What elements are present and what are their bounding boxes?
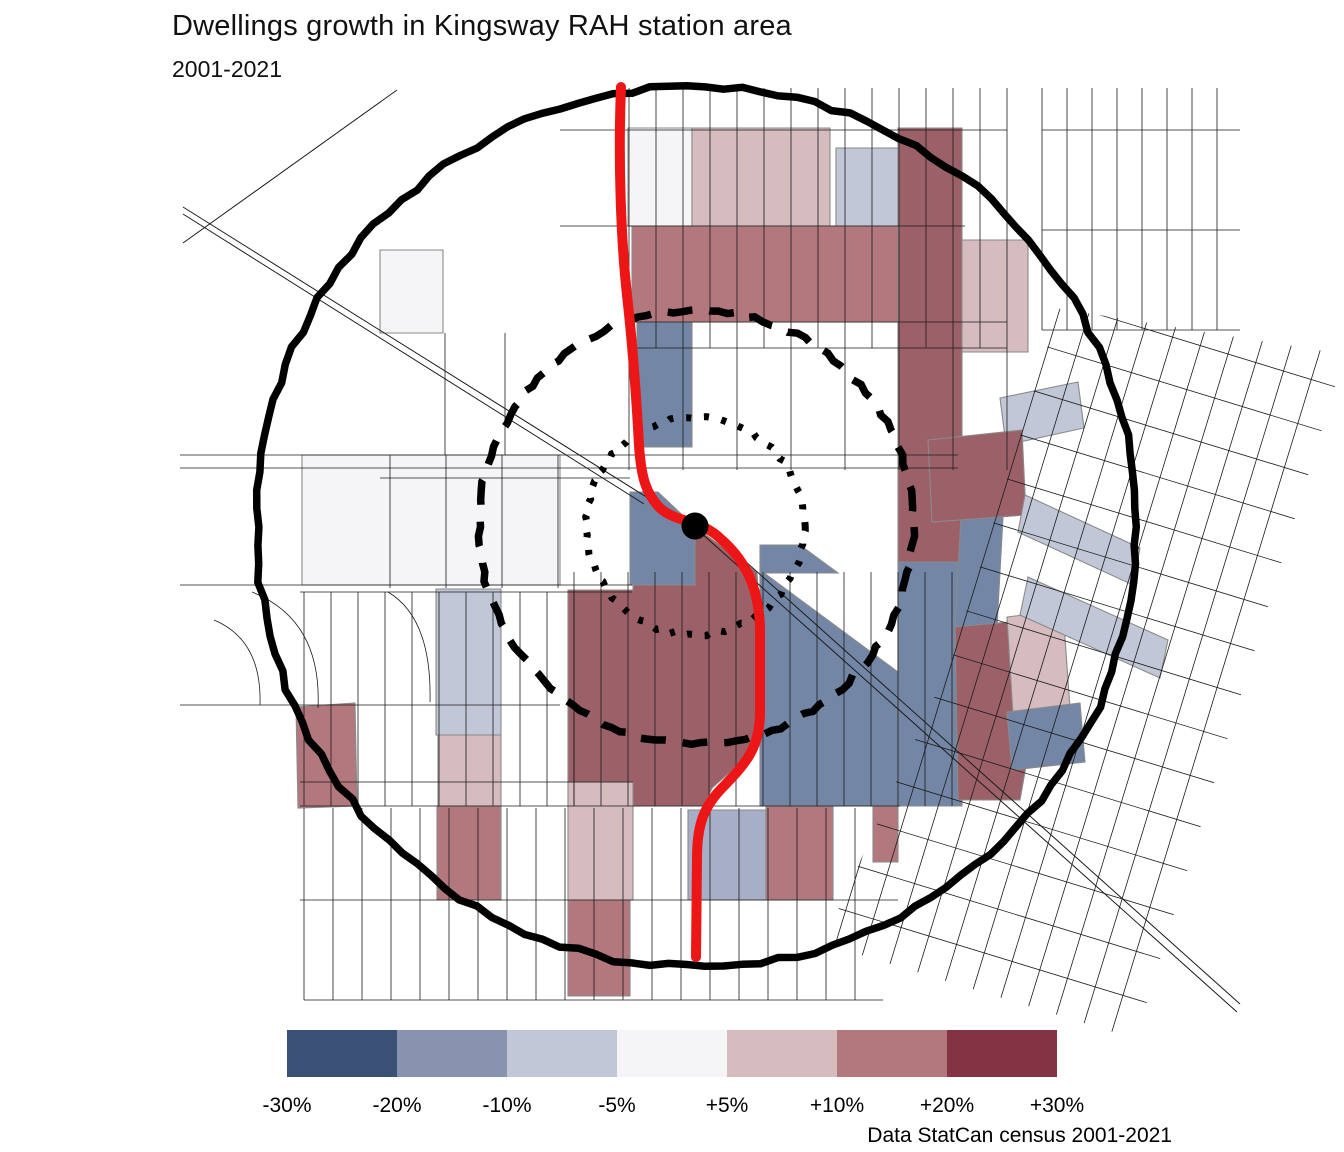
census-tract xyxy=(437,734,502,807)
census-tract xyxy=(1017,494,1141,586)
legend-swatch-bin4 xyxy=(617,1030,727,1077)
census-tract xyxy=(379,249,444,334)
street-line xyxy=(213,619,261,706)
census-tract xyxy=(435,588,502,736)
legend-tick-label: +5% xyxy=(705,1094,749,1117)
census-tract xyxy=(1006,702,1086,771)
legend-swatch-bin3 xyxy=(507,1030,617,1077)
legend-swatch-bin5 xyxy=(727,1030,837,1077)
street-line xyxy=(182,89,398,244)
legend-tick-labels: -30% -20% -10% -5% +5% +10% +20% +30% xyxy=(0,1094,1344,1124)
legend-tick-label: -30% xyxy=(262,1094,312,1117)
street-line xyxy=(706,526,1241,1005)
census-tract xyxy=(759,568,899,807)
legend-tick-label: +10% xyxy=(809,1094,865,1117)
station-marker xyxy=(681,512,709,540)
census-tract xyxy=(897,561,963,807)
census-tract xyxy=(872,805,899,863)
legend-color-bar xyxy=(287,1030,1057,1077)
street-line xyxy=(387,591,431,703)
census-tract xyxy=(301,454,561,586)
census-tract xyxy=(691,127,831,227)
street-line xyxy=(699,531,1238,1013)
street-line xyxy=(182,213,645,505)
legend-swatch-bin6 xyxy=(837,1030,947,1077)
legend-tick-label: +30% xyxy=(1029,1094,1085,1117)
outer-radius-ring xyxy=(252,81,1141,971)
census-tract xyxy=(631,225,899,323)
legend-tick-label: -20% xyxy=(372,1094,422,1117)
middle-radius-ring-dashed xyxy=(474,305,919,749)
census-tract xyxy=(627,127,693,227)
census-tract xyxy=(927,429,1027,523)
census-tract xyxy=(759,544,840,574)
census-tract xyxy=(765,805,834,901)
census-tract xyxy=(636,321,693,448)
legend-swatch-bin2 xyxy=(397,1030,507,1077)
page-title: Dwellings growth in Kingsway RAH station… xyxy=(172,10,792,42)
legend-tick-label: -5% xyxy=(598,1094,636,1117)
census-tracts-layer xyxy=(295,127,1169,997)
legend-tick-label: -10% xyxy=(482,1094,532,1117)
legend-swatch-bin7 xyxy=(947,1030,1057,1077)
census-tract xyxy=(1019,576,1169,679)
data-source-caption: Data StatCan census 2001-2021 xyxy=(867,1124,1172,1147)
station-buffer-rings-layer xyxy=(252,81,1141,971)
legend-swatch-bin1 xyxy=(287,1030,397,1077)
lrt-line xyxy=(614,82,765,962)
street-line xyxy=(182,206,649,499)
page-subtitle: 2001-2021 xyxy=(172,56,282,82)
legend-tick-label: +20% xyxy=(919,1094,975,1117)
